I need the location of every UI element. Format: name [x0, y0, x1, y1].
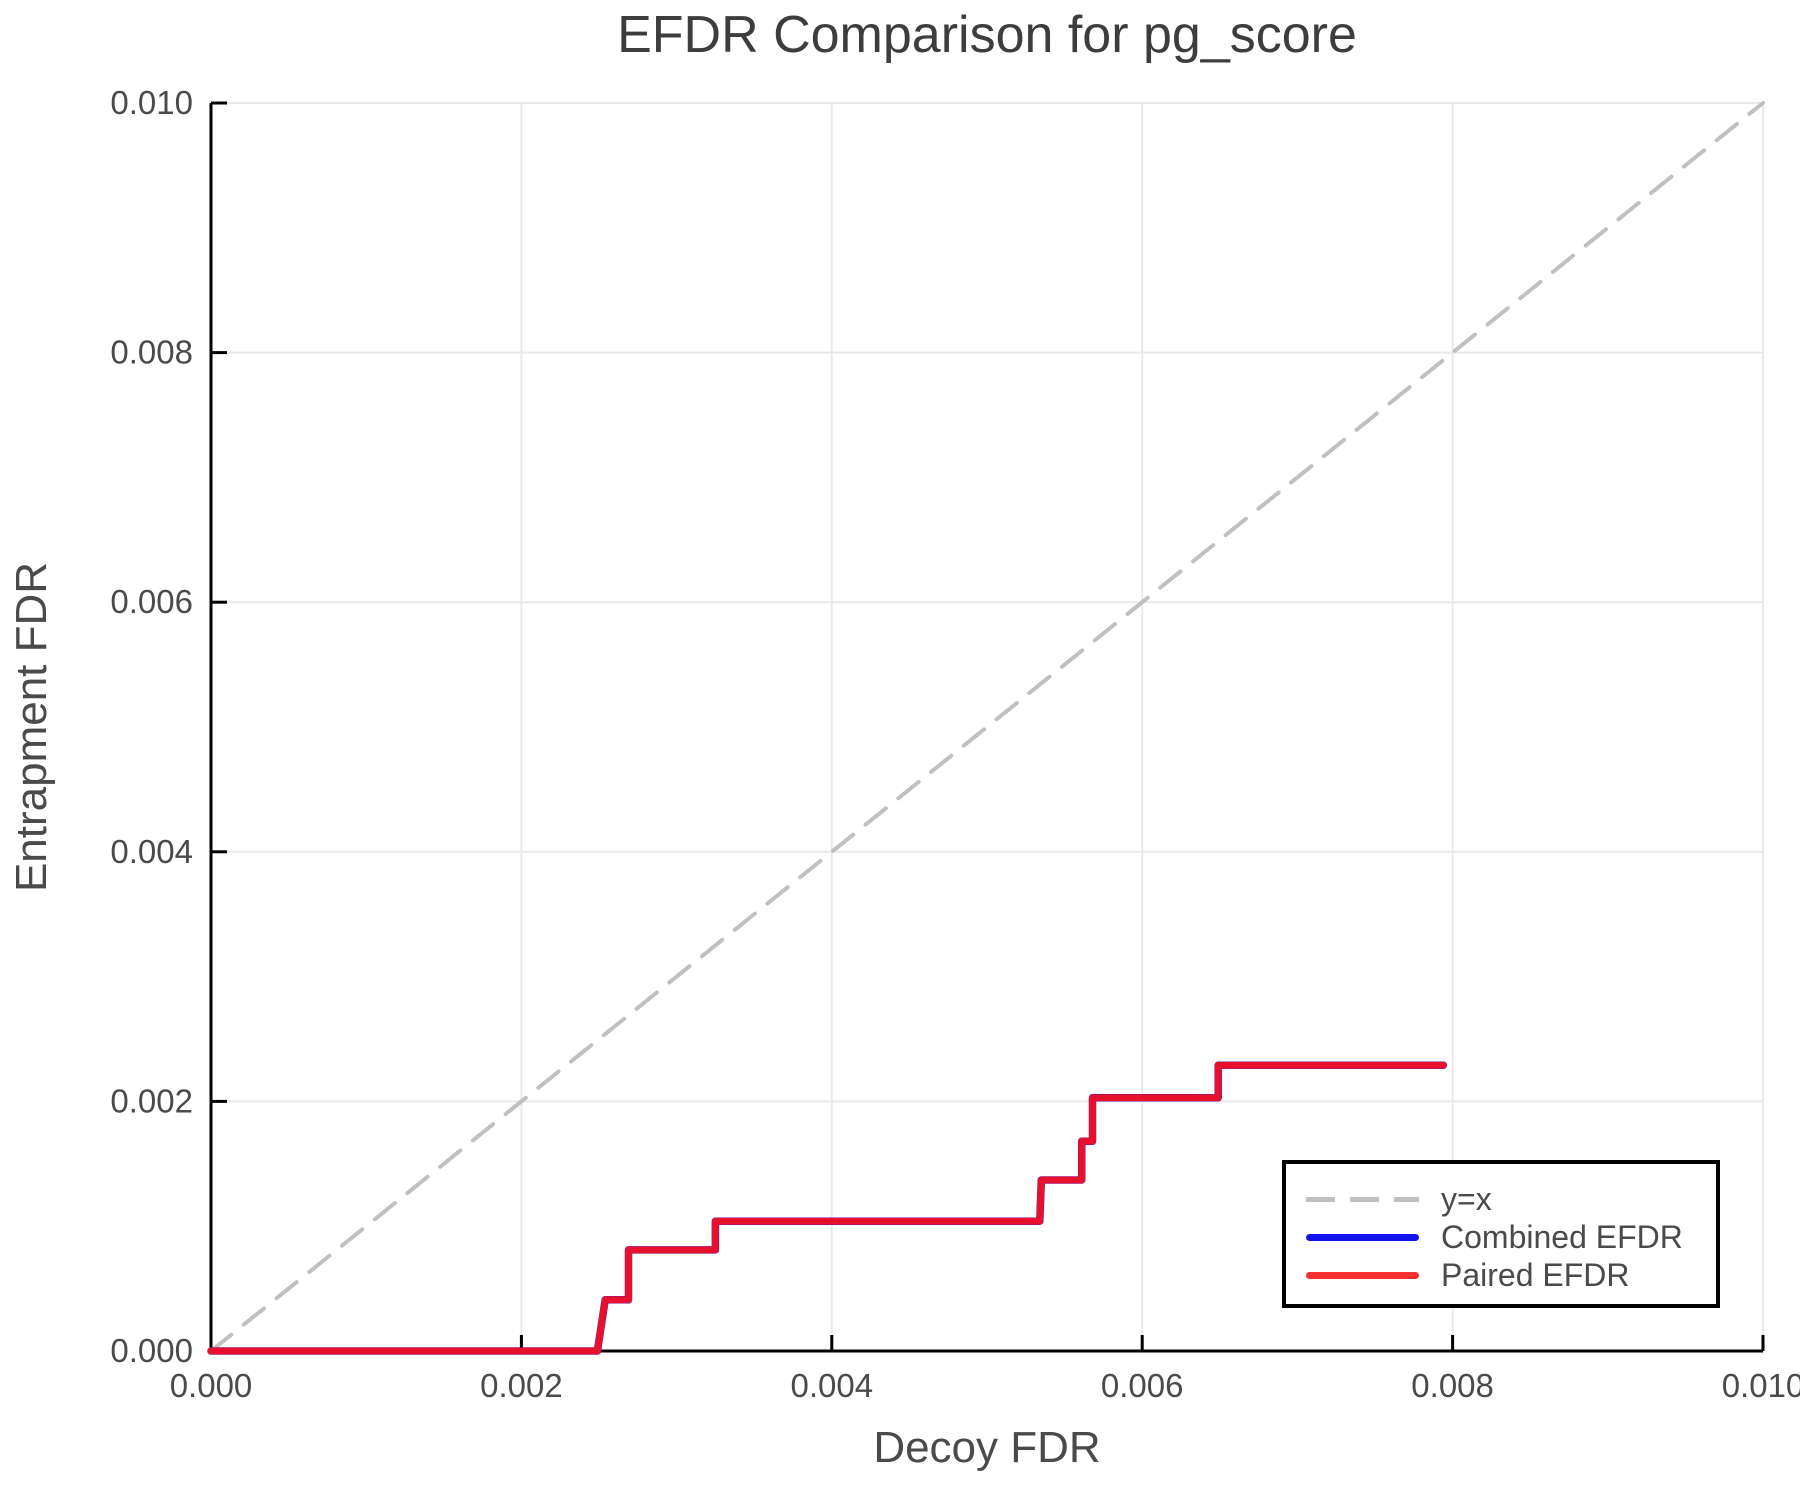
legend-label: y=x [1441, 1181, 1492, 1217]
gridlines [211, 102, 1764, 1351]
x-tick-label: 0.010 [1722, 1367, 1800, 1404]
legend-item-identity: y=x [1306, 1180, 1716, 1218]
identity-line-swatch [1306, 1196, 1419, 1202]
y-tick-label: 0.000 [110, 1332, 193, 1369]
y-tick-label: 0.006 [110, 583, 193, 620]
series-combined-efdr [207, 1061, 1448, 1355]
plot-series [207, 101, 1765, 1355]
y-tick-label: 0.004 [110, 833, 193, 870]
x-tick-label: 0.002 [480, 1367, 563, 1404]
x-tick-label: 0.004 [791, 1367, 874, 1404]
legend-item-paired-efdr: Paired EFDR [1306, 1256, 1716, 1294]
legend-label: Paired EFDR [1441, 1257, 1630, 1293]
x-tick-label: 0.008 [1411, 1367, 1494, 1404]
x-tick-label: 0.000 [170, 1367, 253, 1404]
x-axis-label: Decoy FDR [873, 1423, 1100, 1472]
paired-efdr-swatch [1306, 1271, 1419, 1279]
legend-item-combined-efdr: Combined EFDR [1306, 1218, 1716, 1256]
x-tick-label: 0.006 [1101, 1367, 1184, 1404]
series-paired-efdr [207, 1061, 1447, 1355]
legend-label: Combined EFDR [1441, 1219, 1683, 1255]
y-tick-label: 0.002 [110, 1082, 193, 1119]
legend: y=x Combined EFDR Paired EFDR [1282, 1160, 1720, 1308]
y-axis-label: Entrapment FDR [7, 562, 56, 892]
y-tick-label: 0.008 [110, 334, 193, 371]
chart-title: EFDR Comparison for pg_score [617, 6, 1357, 64]
y-tick-label: 0.010 [110, 84, 193, 121]
series-y-x [209, 101, 1765, 1353]
tick-labels: 0.000 0.002 0.004 0.006 0.008 0.010 0.000 0.002… [110, 84, 1800, 1404]
combined-efdr-swatch [1306, 1233, 1419, 1241]
